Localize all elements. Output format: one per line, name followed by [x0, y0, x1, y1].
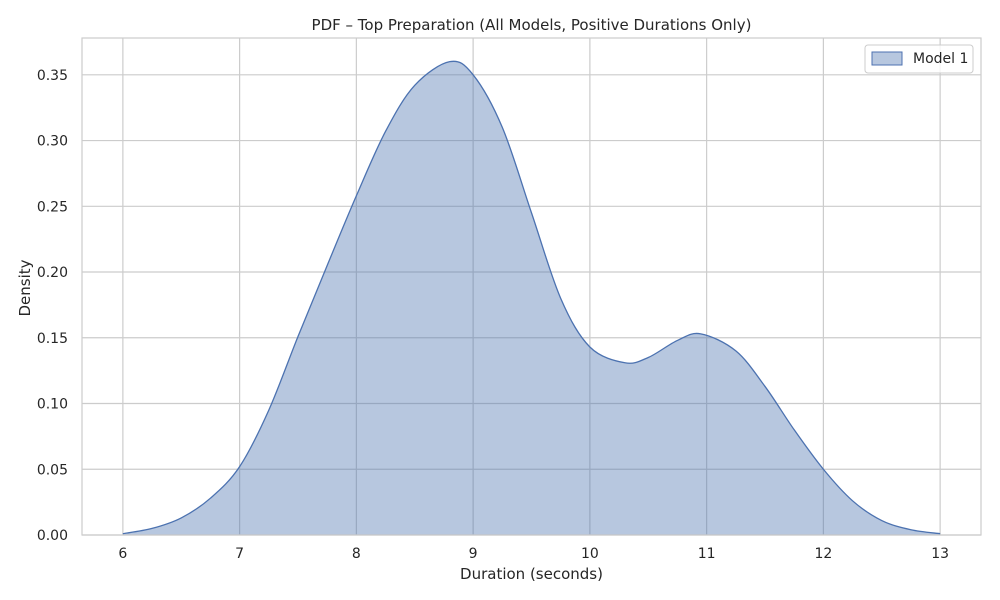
x-tick-label: 7: [235, 546, 244, 562]
y-axis-label: Density: [16, 259, 34, 316]
x-tick-label: 6: [118, 546, 127, 562]
x-tick-label: 13: [931, 546, 949, 562]
x-axis-label: Duration (seconds): [460, 565, 603, 583]
density-line-model-1: [122, 60, 941, 535]
y-tick-label: 0.15: [37, 331, 68, 347]
plot-frame: [81, 37, 982, 536]
y-tick-label: 0.10: [37, 397, 68, 413]
y-tick-label: 0.00: [37, 528, 68, 544]
y-tick-label: 0.35: [37, 68, 68, 84]
x-tick-label: 12: [814, 546, 832, 562]
x-tick-label: 9: [469, 546, 478, 562]
x-axis-ticks: 6 7 8 9 10 11 12 13: [118, 546, 949, 562]
x-tick-label: 11: [698, 546, 716, 562]
x-tick-label: 10: [581, 546, 599, 562]
y-tick-label: 0.25: [37, 199, 68, 215]
legend-label-model-1: Model 1: [913, 51, 968, 67]
density-area-model-1: [122, 61, 941, 536]
plot-background: [82, 38, 981, 535]
plot-area: [122, 60, 941, 536]
chart-title: PDF – Top Preparation (All Models, Posit…: [312, 16, 752, 34]
legend: Model 1: [864, 44, 974, 74]
y-tick-label: 0.30: [37, 134, 68, 150]
legend-swatch-model-1: [871, 51, 903, 66]
y-tick-label: 0.05: [37, 462, 68, 478]
y-tick-label: 0.20: [37, 265, 68, 281]
x-tick-label: 8: [352, 546, 361, 562]
y-axis-ticks: 0.00 0.05 0.10 0.15 0.20 0.25 0.30 0.35: [37, 68, 68, 544]
